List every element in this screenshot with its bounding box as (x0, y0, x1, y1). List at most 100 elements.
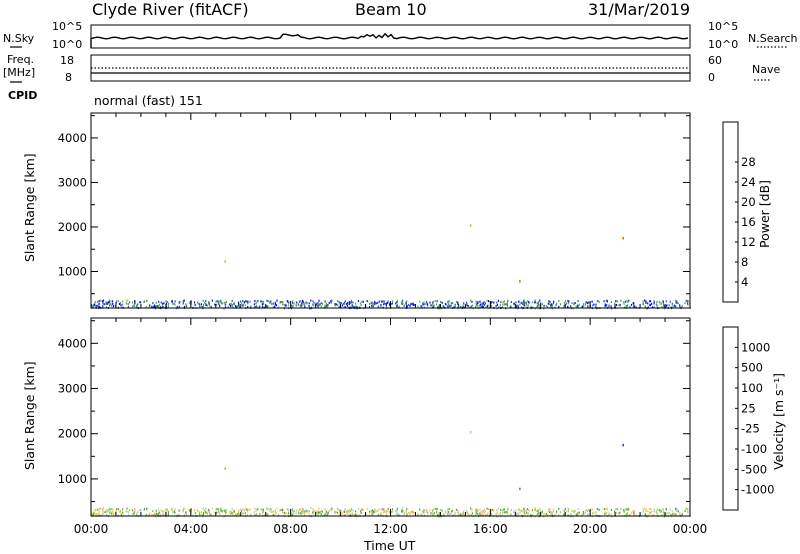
power-cell (507, 299, 509, 302)
power-cell (182, 302, 184, 305)
power-cell (103, 303, 105, 306)
power-cell (520, 301, 522, 304)
velocity-cell (391, 508, 394, 511)
power-cell (285, 304, 287, 307)
power-cell (571, 302, 573, 305)
velocity-cell (194, 509, 196, 512)
power-cell (231, 304, 233, 307)
velocity-cell (595, 511, 597, 514)
power-cell (106, 303, 108, 305)
power-cell (208, 300, 210, 303)
velocity-cell (519, 487, 521, 491)
power-cell (369, 303, 371, 305)
velocity-cell (133, 511, 135, 514)
velocity-cell (125, 510, 127, 513)
power-cell (288, 301, 290, 304)
velocity-cell (626, 508, 628, 510)
velocity-cell (522, 509, 524, 512)
power-cell (598, 301, 600, 304)
velocity-cell (422, 510, 424, 513)
velocity-cell (402, 507, 404, 510)
power-cell (290, 304, 292, 307)
power-cell (410, 303, 412, 306)
velocity-cell (293, 510, 295, 513)
velocity-cell (155, 512, 157, 515)
velocity-cell (118, 510, 121, 513)
power-ytick-label: 4000 (58, 131, 87, 145)
power-cell (267, 300, 269, 303)
power-cell (482, 302, 484, 305)
velocity-cell (449, 513, 451, 515)
velocity-cell (179, 509, 181, 512)
power-cell (387, 301, 389, 304)
velocity-cell (114, 512, 116, 515)
velocity-cell (481, 511, 483, 514)
velocity-cell (302, 509, 304, 512)
velocity-cell (660, 510, 662, 513)
power-cell (102, 299, 105, 302)
velocity-cell (198, 511, 200, 514)
power-cell (383, 300, 385, 303)
power-cell (262, 300, 264, 303)
power-cell (221, 302, 223, 305)
velocity-cell (380, 511, 382, 514)
power-cell (320, 305, 322, 308)
power-cell (495, 305, 497, 307)
power-cell (396, 299, 399, 302)
velocity-cell (421, 514, 423, 517)
velocity-cell (585, 509, 587, 512)
power-cell (112, 303, 114, 305)
velocity-cell (396, 513, 398, 516)
velocity-cell (383, 511, 385, 514)
power-cell (155, 304, 157, 307)
power-cell (465, 301, 468, 304)
power-cell (108, 299, 110, 302)
velocity-cell (172, 511, 174, 514)
velocity-cell (420, 513, 422, 516)
power-cell (396, 305, 398, 308)
velocity-cell (221, 510, 223, 513)
velocity-cell (247, 508, 249, 511)
power-cell (167, 303, 170, 306)
velocity-cell (261, 511, 263, 514)
power-cell (135, 306, 137, 309)
velocity-cell (539, 507, 541, 510)
velocity-cell (224, 467, 226, 470)
power-cell (172, 303, 174, 306)
velocity-cell (120, 512, 122, 515)
power-cell (293, 302, 295, 305)
velocity-cell (675, 513, 677, 516)
power-cell (145, 306, 147, 308)
power-cell (536, 301, 538, 304)
velocity-cell (477, 510, 479, 513)
power-cell (396, 301, 398, 303)
power-cell (457, 301, 459, 304)
power-cell (567, 299, 569, 302)
velocity-cell (287, 512, 290, 515)
velocity-cell (396, 508, 398, 511)
power-cell (167, 305, 169, 308)
velocity-cell (401, 509, 403, 512)
velocity-cell (671, 510, 673, 513)
power-cell (261, 300, 263, 303)
power-cell (292, 305, 294, 308)
power-cell (131, 301, 134, 304)
velocity-cell (610, 513, 612, 516)
velocity-cell (558, 513, 560, 516)
velocity-colorbar-tick-label: 25 (741, 401, 756, 415)
velocity-cell (608, 512, 610, 515)
power-cell (537, 301, 540, 304)
freq-label: Freq. (7, 53, 35, 66)
power-cell (649, 303, 651, 306)
velocity-cell (98, 513, 100, 516)
power-cell (649, 304, 651, 307)
velocity-cell (360, 511, 362, 514)
power-cell (133, 303, 135, 306)
velocity-cell (447, 513, 449, 516)
velocity-cell (116, 508, 118, 511)
power-cell (220, 299, 222, 302)
power-cell (179, 301, 181, 304)
velocity-cell (624, 508, 626, 511)
power-cell (610, 305, 612, 308)
power-cell (254, 299, 256, 302)
